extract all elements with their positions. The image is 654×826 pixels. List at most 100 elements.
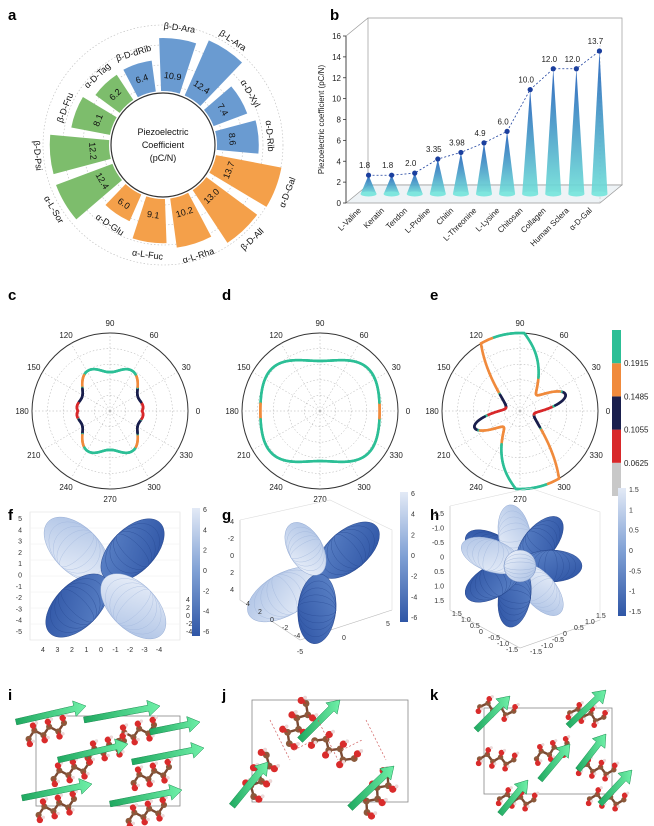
surface-mesh-line [322, 525, 375, 575]
polar-angle-label: 0 [406, 407, 411, 416]
colorbar-tick-label: -1 [629, 589, 635, 596]
oxygen-atom [621, 792, 628, 799]
oxygen-atom [66, 776, 73, 784]
hydrogen-atom [56, 811, 60, 816]
top-edge [345, 17, 369, 37]
polar-angle-label: 60 [360, 331, 369, 340]
oxygen-atom [489, 763, 495, 769]
polar-ring [288, 379, 352, 443]
colorbar-tick-label: 6 [203, 507, 207, 514]
oxygen-atom [66, 809, 73, 816]
hydrogen-atom [359, 749, 364, 753]
colorbar-tick-label: -4 [203, 609, 209, 616]
colorbar-tick-label: 2 [411, 532, 415, 539]
hydrogen-atom [500, 799, 504, 803]
polar-spoke [109, 410, 178, 451]
polar-spoke [519, 410, 588, 451]
oxygen-atom [119, 724, 127, 731]
colorbar-gradient [618, 488, 626, 616]
radial-bar [209, 155, 282, 207]
polar-angle-label: 60 [150, 331, 159, 340]
hydrogen-atom [139, 719, 143, 723]
z-tick-label: 0 [18, 573, 22, 580]
panel-label-k: k [430, 687, 439, 704]
z-tick-label: 1.0 [434, 584, 444, 591]
cone-base [545, 191, 562, 197]
unit-cell [483, 707, 613, 795]
oxygen-atom [549, 739, 556, 746]
hydrogen-atom [169, 757, 173, 762]
dipole-arrow [597, 769, 633, 807]
bar-value-label: 8.6 [227, 132, 238, 145]
oxygen-atom [475, 708, 482, 715]
polar-ring [94, 395, 126, 427]
oxygen-atom [164, 758, 171, 766]
hydrogen-atom [506, 764, 510, 768]
colorbar-tick-label: 4 [203, 527, 207, 534]
side-tick-label: -4 [186, 629, 192, 636]
cone-base [383, 191, 400, 197]
cone-value-label: 2.0 [405, 159, 417, 168]
cone-base [499, 191, 516, 197]
polar-angle-label: 240 [59, 483, 73, 492]
radial-bar [215, 120, 259, 154]
radial-bar [71, 97, 117, 135]
cone-value-label: 13.7 [588, 37, 604, 46]
hydrogen-atom [536, 791, 540, 795]
z-tick-label: 5 [18, 516, 22, 523]
hydrogen-atom [616, 761, 620, 765]
radial-bar [132, 196, 167, 244]
cone-base [406, 191, 423, 197]
y-tick-label: 1.5 [452, 611, 462, 618]
hydrogen-atom [479, 707, 483, 711]
oxygen-atom [146, 735, 153, 742]
oxygen-atom [161, 777, 168, 784]
hydrogen-atom [327, 750, 332, 755]
oxygen-atom [589, 773, 595, 779]
x-tick-label: 0 [99, 647, 103, 654]
polar-spoke [319, 371, 388, 412]
cone-base [429, 191, 446, 197]
hydrogen-atom [64, 713, 68, 718]
z-tick-label: -2 [16, 595, 22, 602]
polar-ring [457, 348, 583, 474]
hydrogen-atom [151, 779, 155, 784]
oxygen-atom [134, 766, 142, 773]
oxygen-atom [505, 787, 512, 793]
polar-angle-label: 120 [469, 331, 483, 340]
cone-value-label: 1.8 [382, 161, 394, 170]
polar-angle-label: 270 [313, 495, 327, 504]
polar-spoke [109, 410, 150, 479]
x-tick-label: 3 [56, 647, 60, 654]
panel-label-j: j [221, 687, 226, 704]
polar-angle-label: 30 [592, 363, 601, 372]
hydrogen-atom [71, 775, 75, 780]
center-sphere [503, 549, 537, 583]
hydrogen-atom [539, 759, 543, 763]
cone-value-label: 4.9 [474, 129, 486, 138]
panel-d-polar-plot: 0 30 60 90 120 150 180 210 240 270 300 330 [225, 319, 410, 504]
oxygen-atom [262, 780, 271, 788]
hydrogen-atom [61, 732, 65, 736]
bar-category-label: β-D-Psi [31, 140, 44, 171]
hydrogen-atom [505, 715, 509, 719]
z-tick-label: 0 [230, 553, 234, 560]
dipole-arrow [347, 765, 395, 811]
axis-frame [449, 506, 601, 649]
hydrogen-atom [606, 774, 610, 778]
oxygen-atom [565, 714, 572, 721]
hydrogen-atom [580, 701, 584, 705]
bar-value-label: 10.9 [163, 70, 182, 82]
hydrogen-atom [554, 739, 558, 743]
colorbar-tick-label: -2 [203, 588, 209, 595]
hydrogen-atom [593, 772, 597, 776]
hydrogen-atom [56, 779, 60, 784]
colorbar-tick-label: -0.5 [629, 568, 641, 575]
hydrogen-atom [593, 705, 597, 709]
hydrogen-atom [71, 808, 75, 812]
x-tick-label: 5 [386, 621, 390, 628]
polar-angle-label: 180 [15, 407, 29, 416]
radial-bar [49, 134, 111, 175]
oxygen-atom [129, 804, 137, 811]
